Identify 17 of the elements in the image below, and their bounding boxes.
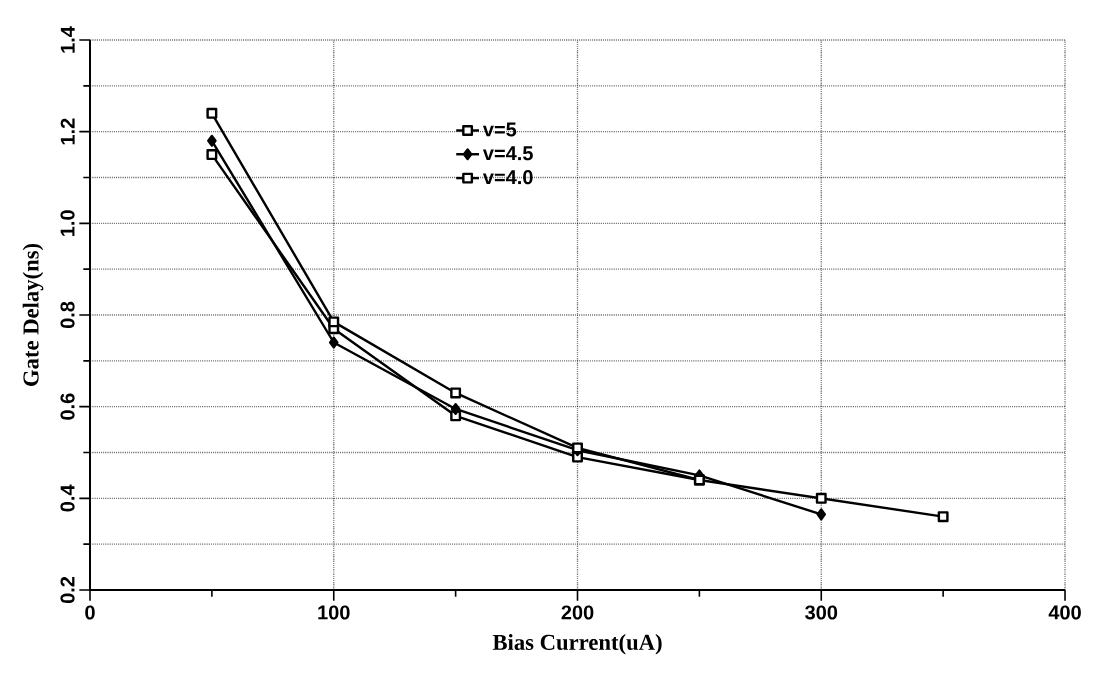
y-tick-label: 1.2 xyxy=(60,118,75,145)
y-tick-label: 0.8 xyxy=(60,301,75,329)
y-tick-label: 1.0 xyxy=(60,210,75,236)
y-tick-label: 1.4 xyxy=(60,26,75,53)
x-axis-title: Bias Current(uA) xyxy=(492,634,662,655)
x-tick-label: 400 xyxy=(1048,605,1081,620)
x-tick-label: 200 xyxy=(561,605,594,620)
y-tick-label: 0.2 xyxy=(60,576,75,604)
legend-label: v=4.0 xyxy=(482,170,533,185)
x-tick-label: 0 xyxy=(85,605,95,620)
y-tick-label: 0.4 xyxy=(60,484,75,512)
y-tick-label: 0.6 xyxy=(60,393,75,420)
x-tick-label: 100 xyxy=(318,605,350,620)
y-axis-title: Gate Delay(ns) xyxy=(22,243,44,386)
x-tick-label: 300 xyxy=(805,605,838,620)
legend-label: v=4.5 xyxy=(482,146,533,161)
legend-label: v=5 xyxy=(482,122,517,137)
